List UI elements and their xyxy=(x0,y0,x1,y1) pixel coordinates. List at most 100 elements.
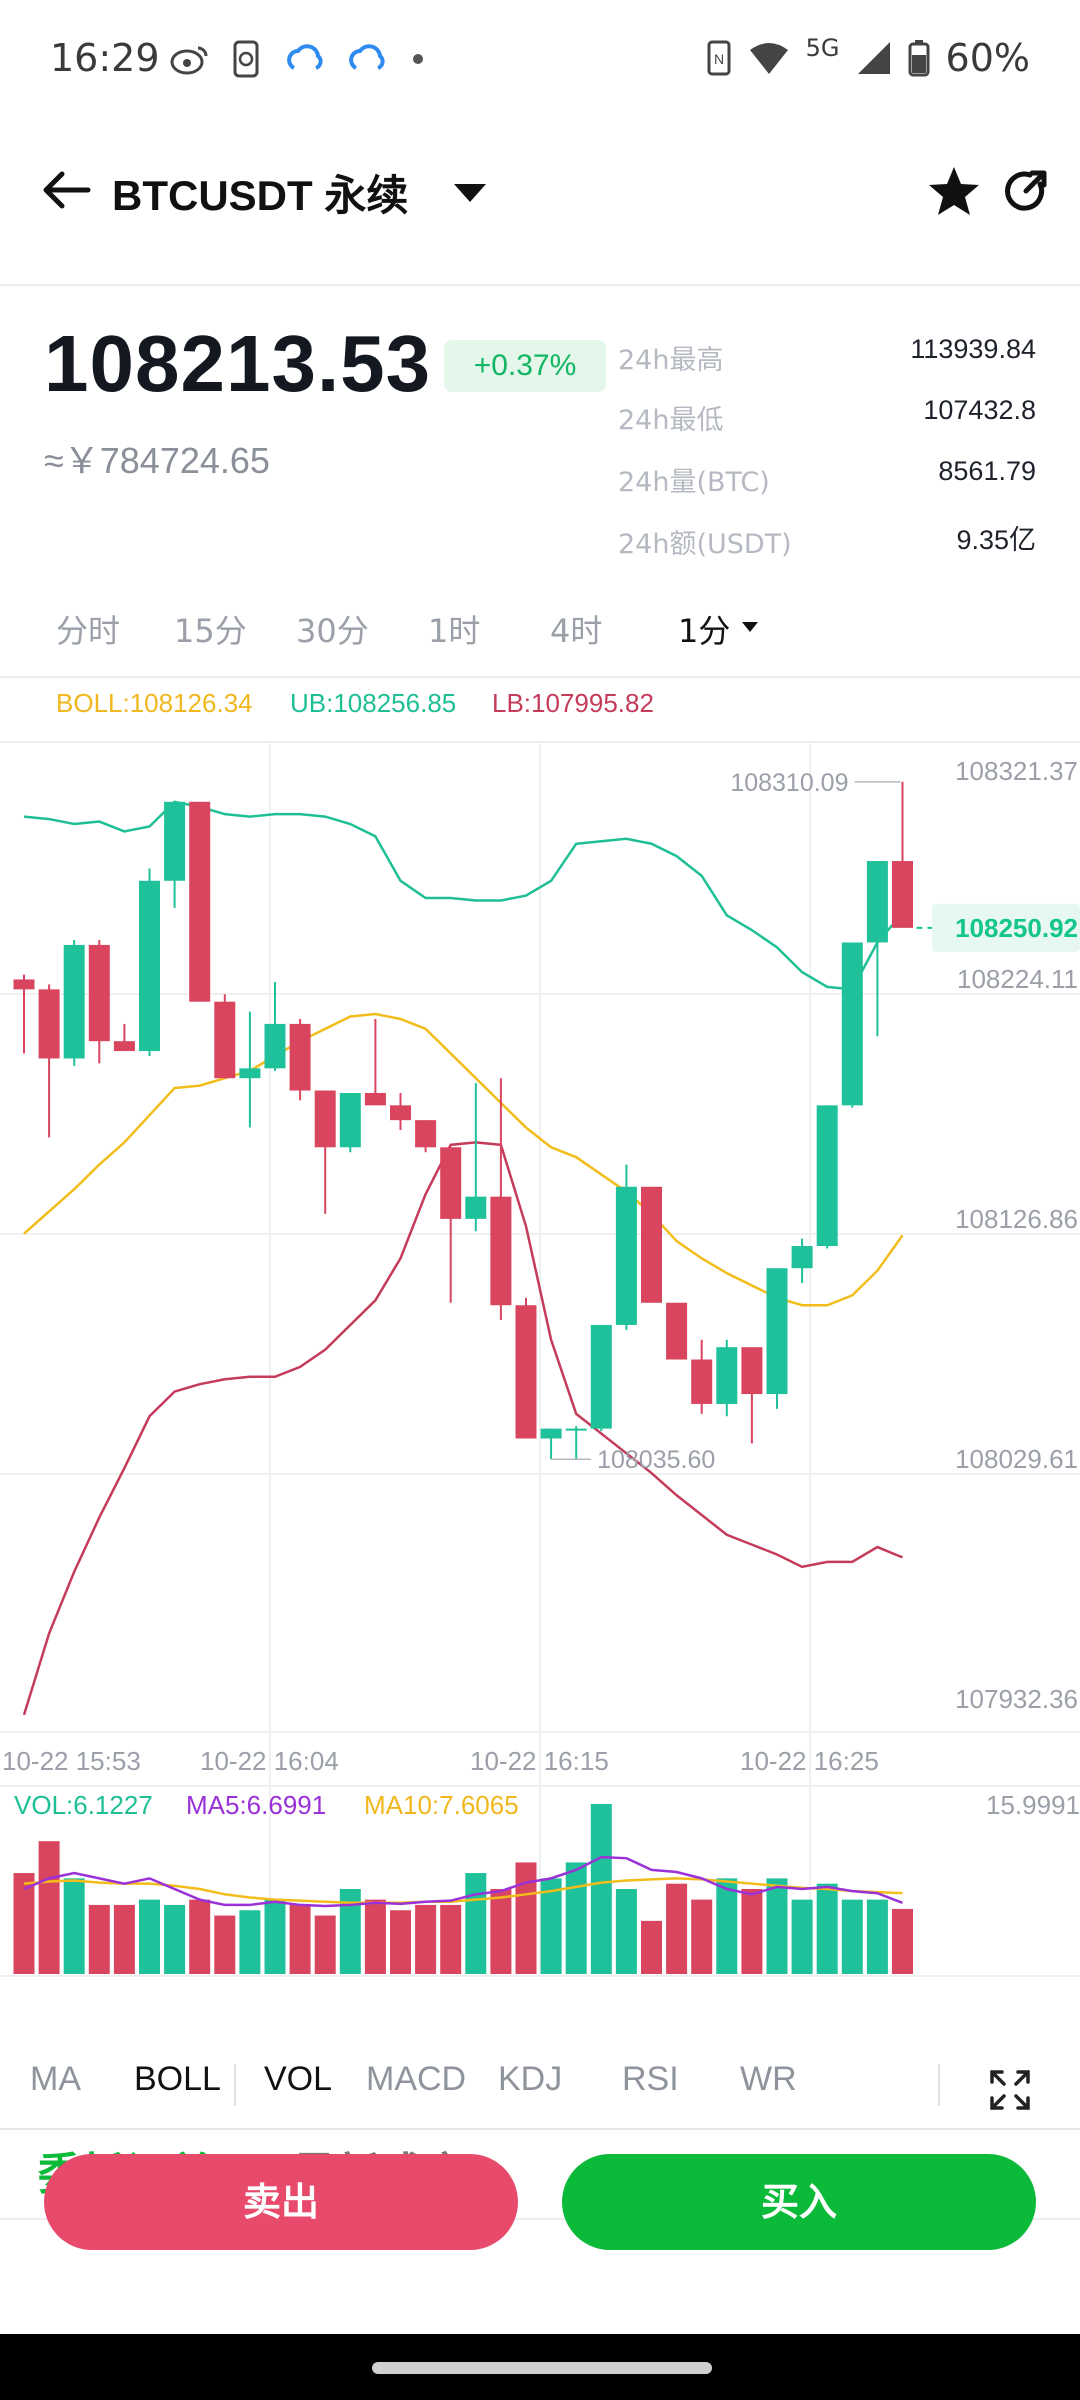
volume-legend: VOL:6.1227 MA5:6.6991 MA10:7.6065 15.999… xyxy=(0,1790,1080,1824)
volume-bar xyxy=(139,1899,160,1974)
candle-body xyxy=(264,1023,286,1069)
y-axis-tick-label: 108029.61 xyxy=(955,1444,1078,1474)
kline-chart[interactable]: 108321.37 108224.11 108126.86 108029.61 1079… xyxy=(0,722,1080,1992)
buy-button[interactable]: 买入 xyxy=(562,2154,1036,2250)
candle-body xyxy=(741,1347,763,1395)
stat-value-volume: 8561.79 xyxy=(938,456,1036,486)
signal-icon xyxy=(857,42,890,74)
x-axis-tick-label: 10-22 16:15 xyxy=(470,1746,609,1776)
volume-bar xyxy=(339,1888,361,1974)
volume-bar xyxy=(615,1888,637,1974)
indicator-tab-boll[interactable]: BOLL xyxy=(134,2060,221,2098)
interval-tab[interactable]: 4时 xyxy=(550,612,603,650)
volume-max-label: 15.9991 xyxy=(986,1790,1080,1820)
candle-body xyxy=(415,1120,437,1148)
volume-value: VOL:6.1227 xyxy=(14,1790,153,1820)
cny-price: ≈￥784724.65 xyxy=(44,440,270,481)
svg-text:N: N xyxy=(714,51,724,67)
volume-bar xyxy=(816,1883,838,1974)
volume-bar xyxy=(691,1899,713,1974)
interval-tab[interactable]: 15分 xyxy=(174,612,247,650)
interval-tab[interactable]: 1时 xyxy=(428,612,481,650)
candle-body xyxy=(139,880,160,1052)
x-axis-tick-label: 10-22 16:04 xyxy=(200,1746,339,1776)
candle-body xyxy=(38,989,60,1059)
volume-bar xyxy=(841,1899,863,1974)
candle-body xyxy=(364,1093,386,1106)
volume-bar xyxy=(565,1862,587,1974)
dot-icon xyxy=(413,54,423,64)
symbol-title[interactable]: BTCUSDT 永续 xyxy=(112,172,409,219)
volume-bar xyxy=(766,1878,788,1974)
indicator-tab-rsi[interactable]: RSI xyxy=(622,2060,679,2098)
volume-bar xyxy=(440,1904,462,1974)
caret-down-icon[interactable] xyxy=(740,620,760,634)
volume-bar xyxy=(540,1878,562,1974)
stat-value-high: 113939.84 xyxy=(910,334,1036,364)
indicator-tabs: MA BOLL VOL MACD KDJ RSI WR xyxy=(0,2034,1080,2130)
battery-icon xyxy=(908,40,930,77)
candle-body xyxy=(641,1186,662,1303)
candle-body xyxy=(841,942,863,1106)
volume-bar xyxy=(314,1915,336,1974)
indicator-tab-kdj[interactable]: KDJ xyxy=(498,2060,563,2098)
arrow-left-icon[interactable] xyxy=(38,160,98,220)
candle-body xyxy=(490,1196,512,1306)
last-price-tag xyxy=(932,903,1080,952)
stat-label-turnover: 24h额(USDT) xyxy=(618,529,792,560)
candle-body xyxy=(314,1090,336,1148)
nfc-icon: N xyxy=(707,40,731,76)
indicator-tab-ma[interactable]: MA xyxy=(30,2060,81,2098)
candle-body xyxy=(540,1428,562,1439)
sell-button[interactable]: 卖出 xyxy=(44,2154,518,2250)
status-bar: 16:29 N 5G 60% xyxy=(0,0,1080,120)
kline-chart-svg: 108321.37 108224.11 108126.86 108029.61 1079… xyxy=(0,741,1080,1977)
interval-tab[interactable]: 分时 xyxy=(56,612,121,650)
volume-bar xyxy=(189,1899,211,1974)
interval-tab-selected[interactable]: 1分 xyxy=(678,612,731,650)
volume-ma5-line xyxy=(23,1855,903,1908)
volume-bar xyxy=(88,1904,110,1974)
header: BTCUSDT 永续 xyxy=(0,130,1080,250)
y-axis-tick-label: 108321.37 xyxy=(955,756,1078,786)
boll-lower-band-line xyxy=(22,1141,903,1716)
volume-bar xyxy=(390,1910,411,1974)
candle-body xyxy=(465,1196,487,1219)
indicator-tab-wr[interactable]: WR xyxy=(740,2060,797,2098)
x-axis-tick-label: 10-22 16:25 xyxy=(740,1746,879,1776)
star-icon[interactable] xyxy=(926,164,982,220)
y-axis-tick-label: 108126.86 xyxy=(955,1204,1078,1234)
cloud-app-icon-2 xyxy=(349,44,385,70)
boll-legend: BOLL:108126.34 UB:108256.85 LB:107995.82 xyxy=(0,688,1080,724)
share-icon[interactable] xyxy=(1000,164,1050,220)
volume-bar xyxy=(289,1904,311,1974)
indicator-tab-macd[interactable]: MACD xyxy=(366,2060,467,2098)
weibo-icon xyxy=(170,46,208,75)
candle-body xyxy=(691,1359,713,1404)
candle-body xyxy=(791,1246,813,1269)
boll-value: BOLL:108126.34 xyxy=(56,688,253,718)
candle-body xyxy=(515,1305,537,1439)
header-divider xyxy=(0,284,1080,286)
y-axis-tick-label: 108224.11 xyxy=(957,964,1078,994)
volume-bar xyxy=(38,1841,60,1974)
candle-body xyxy=(390,1105,411,1121)
x-axis-tick-label: 10-22 15:53 xyxy=(2,1746,141,1776)
caret-down-icon[interactable] xyxy=(450,178,490,208)
status-time: 16:29 xyxy=(50,36,160,80)
fullscreen-icon[interactable] xyxy=(988,2068,1032,2112)
candle-body xyxy=(866,861,888,943)
candle-body xyxy=(214,1001,236,1079)
volume-bar xyxy=(113,1904,135,1974)
cloud-app-icon xyxy=(287,44,323,70)
volume-bar xyxy=(465,1873,487,1974)
home-handle[interactable] xyxy=(372,2362,712,2374)
interval-tabs: 分时 15分 30分 1时 4时 1分 xyxy=(0,600,1080,660)
interval-tab[interactable]: 30分 xyxy=(296,612,369,650)
battery-percent: 60% xyxy=(945,36,1030,80)
indicator-tab-vol[interactable]: VOL xyxy=(264,2060,333,2098)
stat-value-turnover: 9.35亿 xyxy=(956,525,1036,555)
ma5-value: MA5:6.6991 xyxy=(186,1790,327,1820)
candle-body xyxy=(565,1428,587,1431)
upper-band-value: UB:108256.85 xyxy=(290,688,457,718)
